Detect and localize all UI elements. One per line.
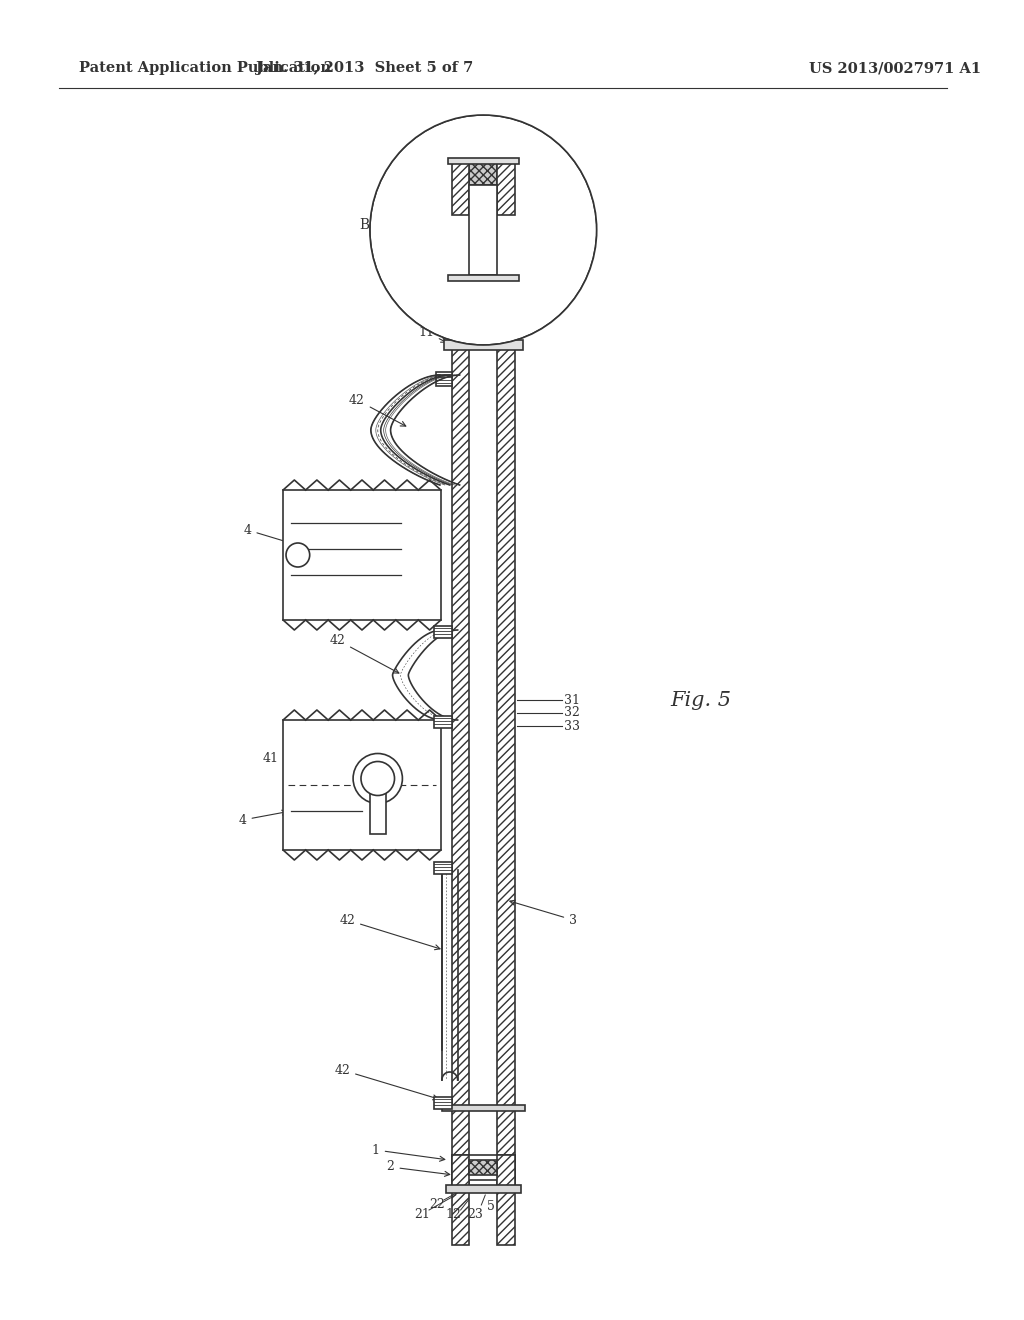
Text: Jan. 31, 2013  Sheet 5 of 7: Jan. 31, 2013 Sheet 5 of 7 (256, 61, 473, 75)
Text: 1: 1 (372, 1143, 444, 1162)
Circle shape (286, 543, 309, 568)
Bar (452, 1155, 515, 1180)
Bar (497, 1155, 515, 1191)
Text: 21: 21 (414, 1209, 430, 1221)
Bar (434, 626, 452, 638)
Bar (442, 1105, 524, 1111)
Bar (434, 1097, 452, 1109)
Text: 41: 41 (262, 752, 366, 767)
Bar (447, 158, 519, 164)
Bar (469, 185, 497, 275)
Bar (452, 1155, 469, 1191)
Bar (283, 490, 441, 620)
Text: Patent Application Publication: Patent Application Publication (79, 61, 331, 75)
Text: 4: 4 (239, 810, 287, 826)
Bar (443, 341, 522, 350)
Text: 12: 12 (445, 1209, 462, 1221)
Circle shape (361, 762, 394, 796)
Text: 2: 2 (387, 1160, 450, 1176)
Bar (469, 162, 497, 185)
Bar (497, 176, 515, 1245)
Bar (469, 1160, 497, 1175)
Bar (445, 1185, 521, 1193)
Text: 42: 42 (349, 393, 406, 426)
Text: 33: 33 (564, 719, 581, 733)
Text: 42: 42 (339, 913, 440, 949)
Text: 31: 31 (564, 693, 581, 706)
Bar (452, 176, 469, 1245)
Circle shape (370, 115, 597, 345)
Text: 2: 2 (451, 242, 470, 256)
Text: 5: 5 (487, 1200, 496, 1213)
Bar (283, 719, 441, 850)
Text: 3: 3 (510, 900, 578, 927)
Bar (434, 862, 452, 874)
Text: B: B (359, 214, 420, 232)
Bar (447, 275, 519, 281)
Bar (469, 176, 497, 1245)
Text: 4: 4 (244, 524, 327, 554)
Text: 42: 42 (334, 1064, 438, 1100)
Bar (434, 715, 452, 729)
Text: 32: 32 (564, 706, 580, 719)
Bar (436, 372, 452, 385)
Bar (452, 162, 469, 215)
Text: 22: 22 (429, 1199, 444, 1212)
Text: 23: 23 (468, 1209, 483, 1221)
Bar (497, 162, 515, 215)
Text: Fig. 5: Fig. 5 (671, 690, 732, 710)
Text: 42: 42 (330, 634, 399, 673)
Text: US 2013/0027971 A1: US 2013/0027971 A1 (809, 61, 981, 75)
Bar (370, 779, 386, 833)
Circle shape (353, 754, 402, 804)
Text: 11: 11 (418, 326, 446, 342)
